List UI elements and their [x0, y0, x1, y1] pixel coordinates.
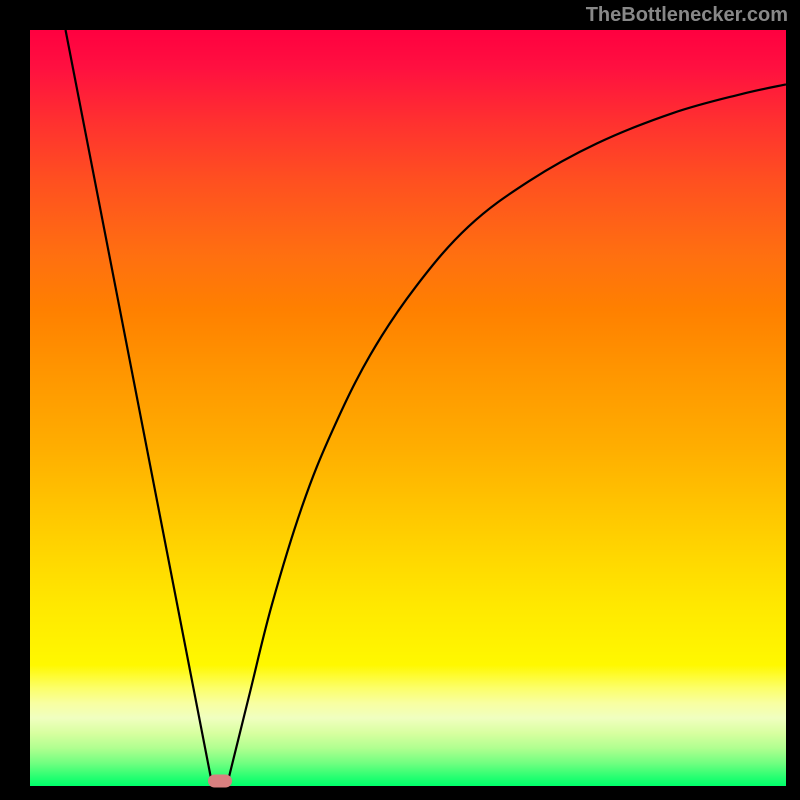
- curve-right-segment: [228, 84, 786, 780]
- minimum-marker: [208, 775, 232, 788]
- curve-layer: [0, 0, 800, 800]
- watermark-text: TheBottlenecker.com: [586, 4, 788, 27]
- chart-container: TheBottlenecker.com: [0, 0, 800, 800]
- curve-left-segment: [66, 30, 212, 781]
